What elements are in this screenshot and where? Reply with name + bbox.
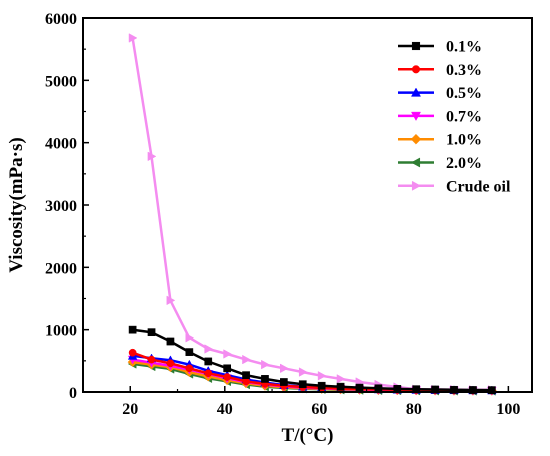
- data-point: [242, 371, 250, 380]
- data-point: [336, 374, 346, 384]
- data-point: [223, 349, 232, 359]
- plot-area: [127, 33, 497, 396]
- legend-item: 0.7%: [398, 108, 482, 125]
- data-point: [317, 371, 327, 381]
- data-point: [128, 325, 137, 334]
- legend-marker: [411, 41, 421, 51]
- legend-marker: [410, 157, 421, 168]
- legend-item: 0.3%: [398, 62, 482, 79]
- legend: 0.1% 0.3% 0.5% 0.7% 1.0% 2.0% Crude oil: [398, 39, 511, 195]
- legend-marker: [411, 180, 422, 191]
- data-point: [166, 295, 176, 306]
- legend-item: Crude oil: [398, 178, 511, 195]
- x-axis-title: T/(°C): [282, 425, 334, 446]
- y-tick-label: 4000: [45, 136, 77, 153]
- data-point: [261, 359, 270, 370]
- data-point: [147, 151, 157, 162]
- data-point: [223, 364, 232, 373]
- data-point: [280, 378, 288, 386]
- x-tick-label: 100: [496, 401, 520, 418]
- series-0-1-: [128, 325, 496, 394]
- data-point: [223, 373, 232, 381]
- x-tick-label: 20: [122, 401, 138, 418]
- data-point: [204, 369, 213, 378]
- x-tick-label: 60: [311, 401, 327, 418]
- data-point: [298, 367, 308, 377]
- y-tick-label: 6000: [45, 11, 77, 28]
- legend-label: 0.7%: [446, 108, 482, 125]
- data-point: [317, 381, 326, 390]
- legend-label: 0.1%: [446, 39, 482, 56]
- legend-label: Crude oil: [446, 178, 511, 195]
- data-point: [261, 375, 269, 383]
- data-point: [147, 355, 156, 364]
- data-point: [185, 348, 194, 356]
- y-tick-label: 2000: [45, 260, 77, 277]
- data-point: [166, 359, 175, 368]
- data-point: [450, 385, 458, 394]
- data-point: [204, 344, 214, 354]
- data-point: [487, 386, 496, 394]
- legend-item: 1.0%: [398, 132, 482, 149]
- data-point: [336, 382, 345, 391]
- legend-label: 1.0%: [446, 132, 482, 149]
- data-point: [242, 354, 251, 365]
- legend-marker: [411, 87, 421, 97]
- legend-marker: [411, 65, 421, 74]
- data-point: [128, 348, 137, 357]
- data-point: [374, 384, 383, 393]
- data-point: [469, 386, 477, 394]
- y-tick-label: 5000: [45, 73, 77, 90]
- data-point: [355, 383, 364, 392]
- data-point: [204, 357, 213, 366]
- x-tick-label: 80: [406, 401, 422, 418]
- series-crude-oil: [128, 33, 497, 395]
- legend-label: 2.0%: [446, 155, 482, 172]
- legend-label: 0.5%: [446, 85, 482, 102]
- data-point: [298, 380, 307, 389]
- legend-marker: [411, 111, 421, 121]
- data-point: [280, 363, 289, 374]
- data-point: [185, 364, 194, 373]
- y-tick-label: 1000: [45, 323, 77, 340]
- x-tick-label: 40: [217, 401, 233, 418]
- legend-item: 0.5%: [398, 85, 482, 102]
- data-point: [147, 328, 156, 337]
- legend-marker: [410, 133, 422, 145]
- legend-item: 0.1%: [398, 39, 482, 56]
- legend-item: 2.0%: [398, 155, 482, 172]
- data-point: [128, 33, 138, 43]
- data-point: [431, 385, 439, 394]
- data-point: [166, 337, 175, 346]
- y-tick-label: 0: [69, 385, 77, 402]
- y-tick-label: 3000: [45, 198, 77, 215]
- data-point: [185, 333, 195, 343]
- legend-label: 0.3%: [446, 62, 482, 79]
- y-axis-title: Viscosity(mPa·s): [6, 137, 27, 272]
